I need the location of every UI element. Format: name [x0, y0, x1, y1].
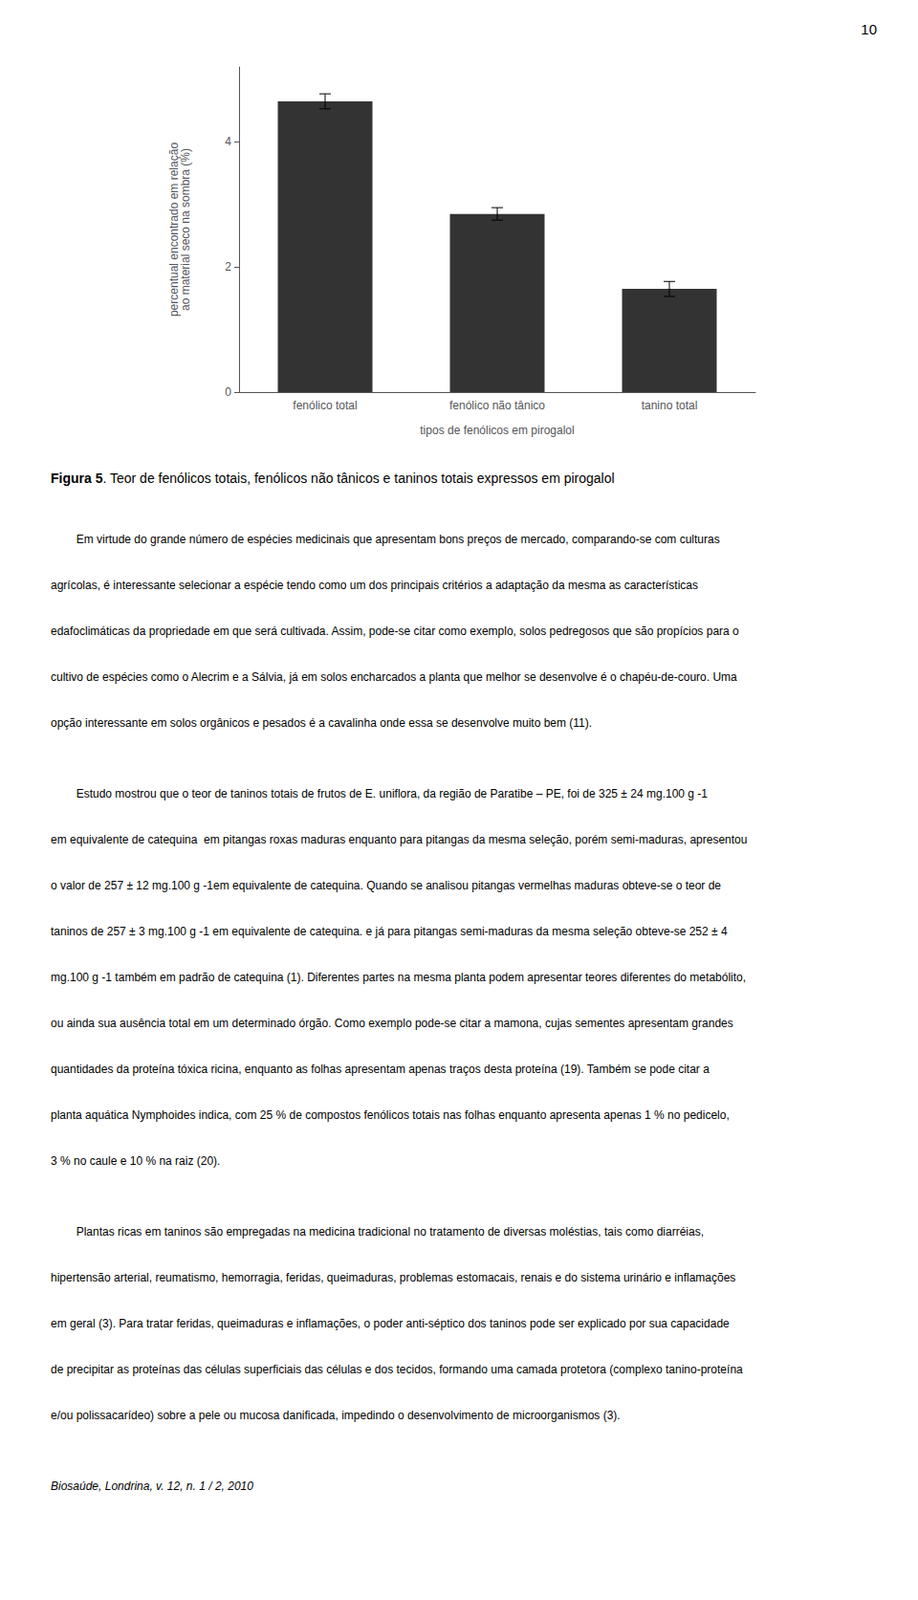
svg-text:fenólico total: fenólico total — [292, 398, 357, 413]
html-text:opção interessante em solos or: opção interessante em solos orgânicos e … — [50, 716, 593, 730]
html-text:mg.100 g -1 também em padrão d: mg.100 g -1 também em padrão de catequin… — [50, 970, 746, 984]
svg-text:0: 0 — [224, 385, 232, 399]
html-text:cultivo de espécies como o Ale: cultivo de espécies como o Alecrim e a S… — [50, 670, 737, 684]
svg-text:percentual encontrado em relaç: percentual encontrado em relação — [167, 142, 181, 317]
html-text:agrícolas, é interessante sele: agrícolas, é interessante selecionar a e… — [50, 578, 699, 592]
html-text:Plantas ricas em taninos são e: Plantas ricas em taninos são empregadas … — [50, 1224, 704, 1239]
html-text:Biosaúde, Londrina, v. 12, n.: Biosaúde, Londrina, v. 12, n. 1 / 2, 201… — [50, 1479, 254, 1493]
html-text:quantidades da proteína tóxica: quantidades da proteína tóxica ricina, e… — [50, 1062, 710, 1076]
html-text:taninos de 257 ± 3 mg.100 g -1: taninos de 257 ± 3 mg.100 g -1 em equiva… — [50, 924, 728, 939]
svg-text:2: 2 — [224, 260, 232, 274]
svg-text:tipos de fenólicos em pirogalo: tipos de fenólicos em pirogalol — [419, 423, 574, 438]
html-text:10: 10 — [860, 21, 877, 38]
html-text:hipertensão arterial, reumatis: hipertensão arterial, reumatismo, hemorr… — [50, 1270, 736, 1285]
html-text:de precipitar as proteínas das: de precipitar as proteínas das células s… — [50, 1362, 743, 1377]
svg-text:4: 4 — [224, 134, 232, 149]
html-text:planta aquática Nymphoides ind: planta aquática Nymphoides indica, com 2… — [50, 1108, 730, 1122]
html-text:em geral (3). Para tratar feri: em geral (3). Para tratar feridas, queim… — [50, 1316, 730, 1331]
html-text:e/ou polissacarídeo) sobre a p: e/ou polissacarídeo) sobre a pele ou muc… — [50, 1408, 621, 1422]
html-text:Estudo mostrou que o teor de t: Estudo mostrou que o teor de taninos tot… — [50, 786, 708, 801]
svg-text:ao material seco na sombra (%): ao material seco na sombra (%) — [178, 148, 193, 311]
svg-text:tanino total: tanino total — [641, 398, 699, 413]
html-text:3 % no caule e 10 % na raiz (2: 3 % no caule e 10 % na raiz (20). — [50, 1154, 221, 1168]
html-text:em equivalente de catequina em: em equivalente de catequina em pitangas … — [50, 832, 748, 847]
html-text:Figura 5. Teor de fenólicos to: Figura 5. Teor de fenólicos totais, fenó… — [50, 470, 615, 486]
html-text:Em virtude do grande número de: Em virtude do grande número de espécies … — [50, 532, 720, 547]
html-text:o valor de 257 ± 12 mg.100 g -: o valor de 257 ± 12 mg.100 g -1em equiva… — [50, 878, 722, 893]
html-text:ou ainda sua ausência total em: ou ainda sua ausência total em um determ… — [50, 1016, 734, 1030]
html-text:edafoclimáticas da propriedade: edafoclimáticas da propriedade em que se… — [50, 624, 739, 638]
svg-text:fenólico não tânico: fenólico não tânico — [449, 398, 546, 413]
